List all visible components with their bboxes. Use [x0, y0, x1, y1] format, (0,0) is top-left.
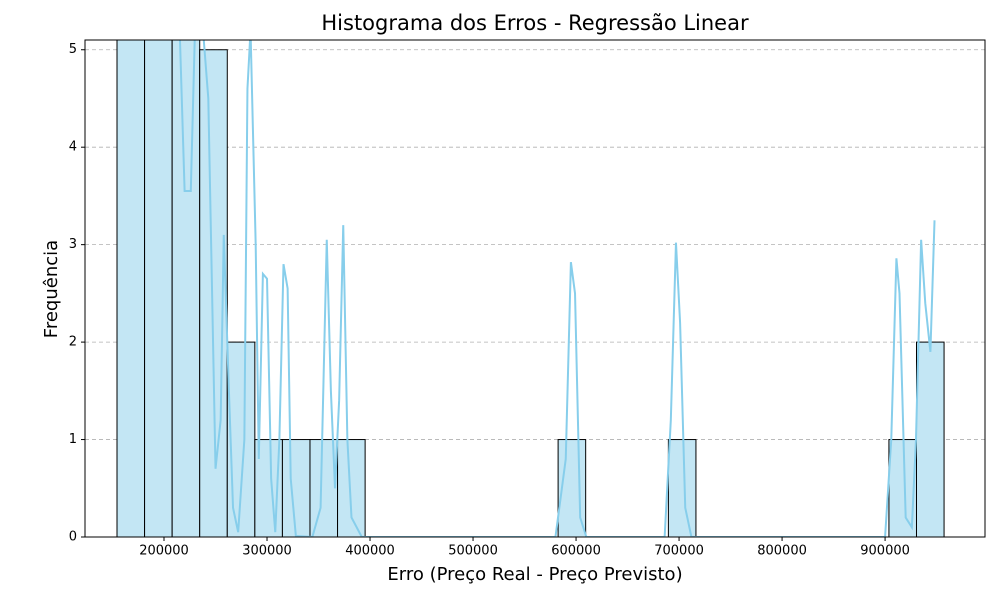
kde	[178, 40, 936, 537]
axes: 0 1 2 3 4 5 200000 300000 400000 500000 600000 7000…	[69, 39, 986, 559]
plot-frame	[84, 39, 986, 538]
y-tick-label: 4	[69, 140, 77, 155]
x-tick-label: 700000	[654, 544, 704, 559]
y-tick-label: 3	[69, 237, 77, 252]
bar	[171, 40, 201, 537]
bar	[281, 439, 311, 537]
bar	[915, 341, 945, 537]
bar	[116, 40, 146, 537]
y-tick-label: 0	[69, 530, 77, 545]
y-tick-label: 2	[69, 335, 77, 350]
y-tick-label: 1	[69, 432, 77, 447]
x-tick-label: 500000	[448, 544, 498, 559]
bar	[667, 439, 697, 537]
x-tick-label: 800000	[757, 544, 807, 559]
kde-line	[178, 40, 936, 537]
y-tick-label: 5	[69, 42, 77, 57]
x-tick-label: 300000	[242, 544, 292, 559]
x-tick-label: 200000	[139, 544, 189, 559]
bar	[337, 439, 366, 537]
x-axis-label: Erro (Preço Real - Preço Previsto)	[387, 564, 682, 585]
bar	[144, 40, 173, 537]
bar	[226, 341, 256, 537]
chart-title: Histograma dos Erros - Regressão Linear	[321, 11, 749, 35]
y-axis-label: Frequência	[41, 240, 62, 338]
x-tick-label: 900000	[860, 544, 910, 559]
x-tick-label: 600000	[551, 544, 601, 559]
x-tick-label: 400000	[345, 544, 395, 559]
